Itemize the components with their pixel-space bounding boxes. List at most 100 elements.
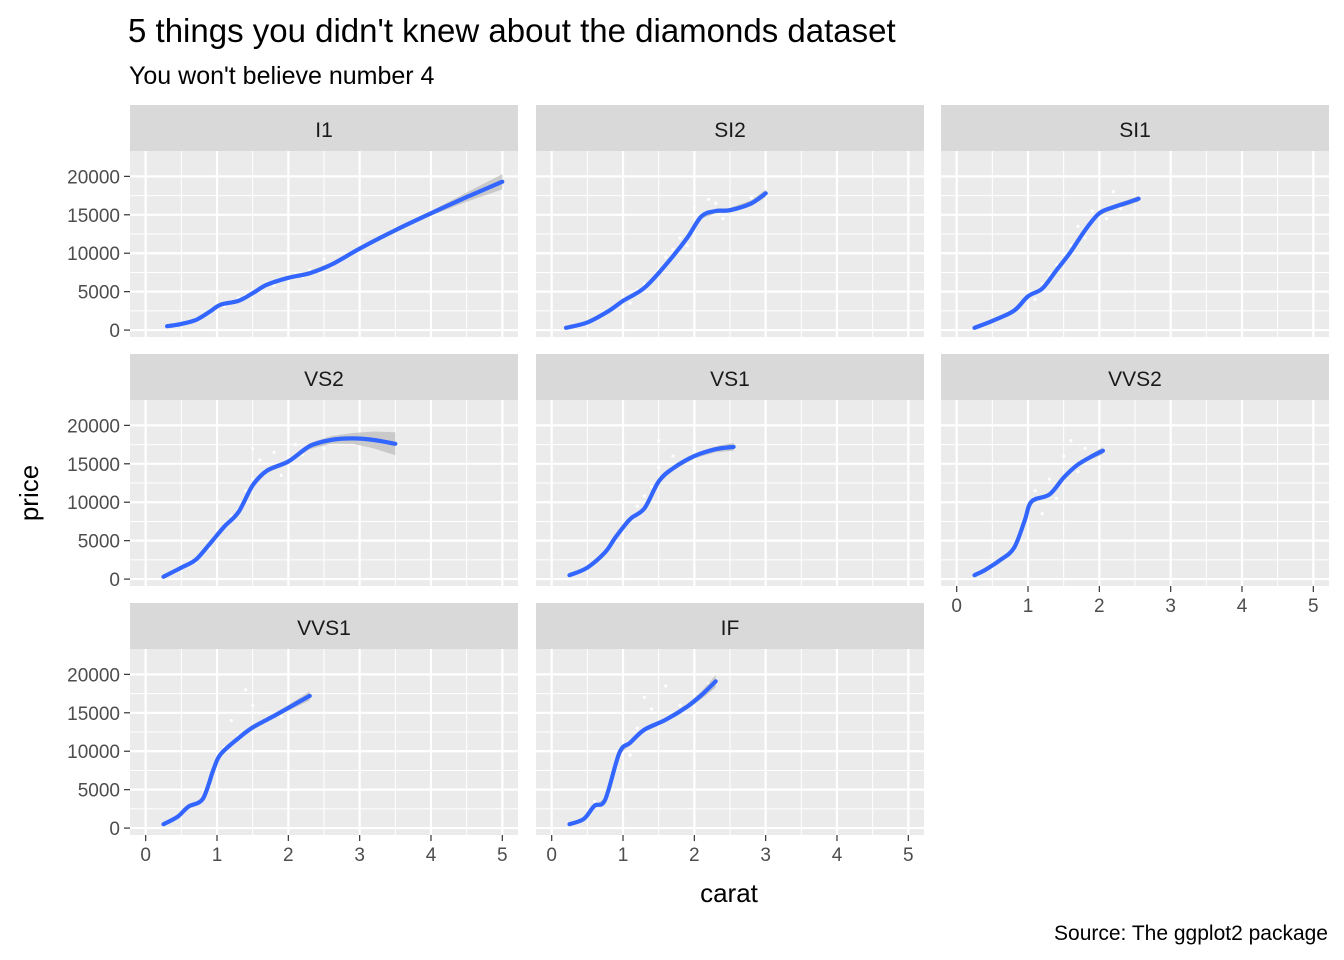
facet-strip <box>130 105 518 151</box>
data-point <box>749 196 753 200</box>
data-point <box>1062 253 1066 257</box>
facet-panel-vvs2: VVS2 0 1 2 3 4 5 <box>941 354 1329 617</box>
x-tick-label: 4 <box>426 845 437 866</box>
data-point <box>1033 297 1037 301</box>
data-point <box>678 703 682 707</box>
facet-strip <box>130 354 518 400</box>
data-point <box>692 691 696 696</box>
x-tick-label: 3 <box>1165 596 1176 617</box>
x-tick-label: 5 <box>497 845 508 866</box>
data-point <box>685 243 689 248</box>
y-tick-label: 5000 <box>78 532 120 553</box>
facet-strip <box>941 354 1329 400</box>
y-tick-label: 10000 <box>67 244 120 265</box>
data-point <box>251 477 255 481</box>
facet-panel-si2: SI2 <box>536 105 924 337</box>
data-point <box>286 456 290 460</box>
data-point <box>692 446 696 451</box>
facet-strip-label: I1 <box>315 119 333 142</box>
data-point <box>642 695 647 700</box>
data-point <box>243 688 248 692</box>
x-tick-label: 1 <box>618 845 629 866</box>
data-point <box>657 439 661 443</box>
chart-subtitle: You won't believe number 4 <box>129 62 435 90</box>
data-point <box>721 217 725 221</box>
data-point <box>1076 224 1080 228</box>
facet-strip-label: SI2 <box>714 119 746 142</box>
x-tick-label: 0 <box>951 596 962 617</box>
data-point <box>707 197 711 202</box>
data-point <box>279 473 283 477</box>
data-point <box>322 257 326 261</box>
data-point <box>628 753 632 757</box>
data-point <box>714 201 718 205</box>
data-point <box>251 703 255 707</box>
data-point <box>293 442 298 447</box>
confidence-ribbon <box>163 431 396 578</box>
facet-strip <box>536 105 924 151</box>
data-point <box>1069 439 1073 443</box>
facet-panel-vs1: VS1 <box>536 354 924 586</box>
data-point <box>251 446 255 451</box>
y-tick-label: 0 <box>109 819 120 840</box>
data-point <box>1040 512 1044 516</box>
data-point <box>649 707 654 711</box>
facet-strip <box>130 603 518 649</box>
y-tick-label: 10000 <box>67 493 120 514</box>
y-tick-label: 5000 <box>78 781 120 802</box>
smooth-trend-line <box>567 444 736 578</box>
data-point <box>243 489 248 493</box>
data-point <box>1083 446 1087 451</box>
smooth-trend-line <box>161 436 398 579</box>
data-point <box>628 301 632 305</box>
facet-panel-vvs1: VVS1 0 5000 10000 15000 20000 0 1 2 3 4 5 <box>67 603 518 866</box>
smooth-trend-line <box>165 179 505 329</box>
data-point <box>1047 477 1052 481</box>
x-axis-title: carat <box>700 878 759 908</box>
smooth-trend-line <box>161 693 312 827</box>
facet-strip <box>536 603 924 649</box>
data-point <box>671 454 675 458</box>
facet-panel-i1: I1 0 5000 10000 15000 20000 <box>67 105 518 342</box>
data-point <box>649 485 654 489</box>
x-tick-label: 0 <box>140 845 151 866</box>
data-point <box>1119 207 1123 211</box>
facet-panel-si1: SI1 <box>941 105 1329 337</box>
data-point <box>1097 197 1101 202</box>
data-point <box>1104 217 1109 221</box>
smooth-trend-line <box>567 679 718 827</box>
data-point <box>1069 243 1073 248</box>
data-point <box>592 799 597 803</box>
data-point <box>1054 496 1059 500</box>
y-tick-label: 20000 <box>67 167 120 188</box>
y-tick-label: 15000 <box>67 455 120 476</box>
y-tick-label: 5000 <box>78 283 120 304</box>
y-tick-label: 20000 <box>67 416 120 437</box>
facet-strip <box>941 105 1329 151</box>
facet-strip-label: SI1 <box>1119 119 1151 142</box>
facet-strip-label: VVS2 <box>1108 368 1162 391</box>
data-point <box>642 494 647 498</box>
y-tick-label: 0 <box>109 321 120 342</box>
data-point <box>664 684 668 688</box>
x-tick-label: 5 <box>903 845 914 866</box>
data-point <box>692 205 696 209</box>
data-point <box>621 738 625 742</box>
y-tick-label: 15000 <box>67 206 120 227</box>
x-tick-label: 1 <box>1023 596 1034 617</box>
x-tick-label: 3 <box>354 845 365 866</box>
data-point <box>664 255 668 259</box>
facet-strip-label: VS1 <box>710 368 750 391</box>
data-point <box>286 699 290 703</box>
data-point <box>272 283 276 288</box>
y-tick-label: 0 <box>109 570 120 591</box>
x-tick-label: 4 <box>1237 596 1248 617</box>
chart-caption: Source: The ggplot2 package <box>1054 922 1328 945</box>
x-tick-label: 4 <box>832 845 843 866</box>
data-point <box>1054 263 1059 267</box>
x-tick-label: 2 <box>1094 596 1105 617</box>
y-axis-title: price <box>14 465 44 521</box>
data-point <box>1062 454 1066 458</box>
smooth-trend-line <box>563 191 768 330</box>
data-point <box>635 726 639 730</box>
